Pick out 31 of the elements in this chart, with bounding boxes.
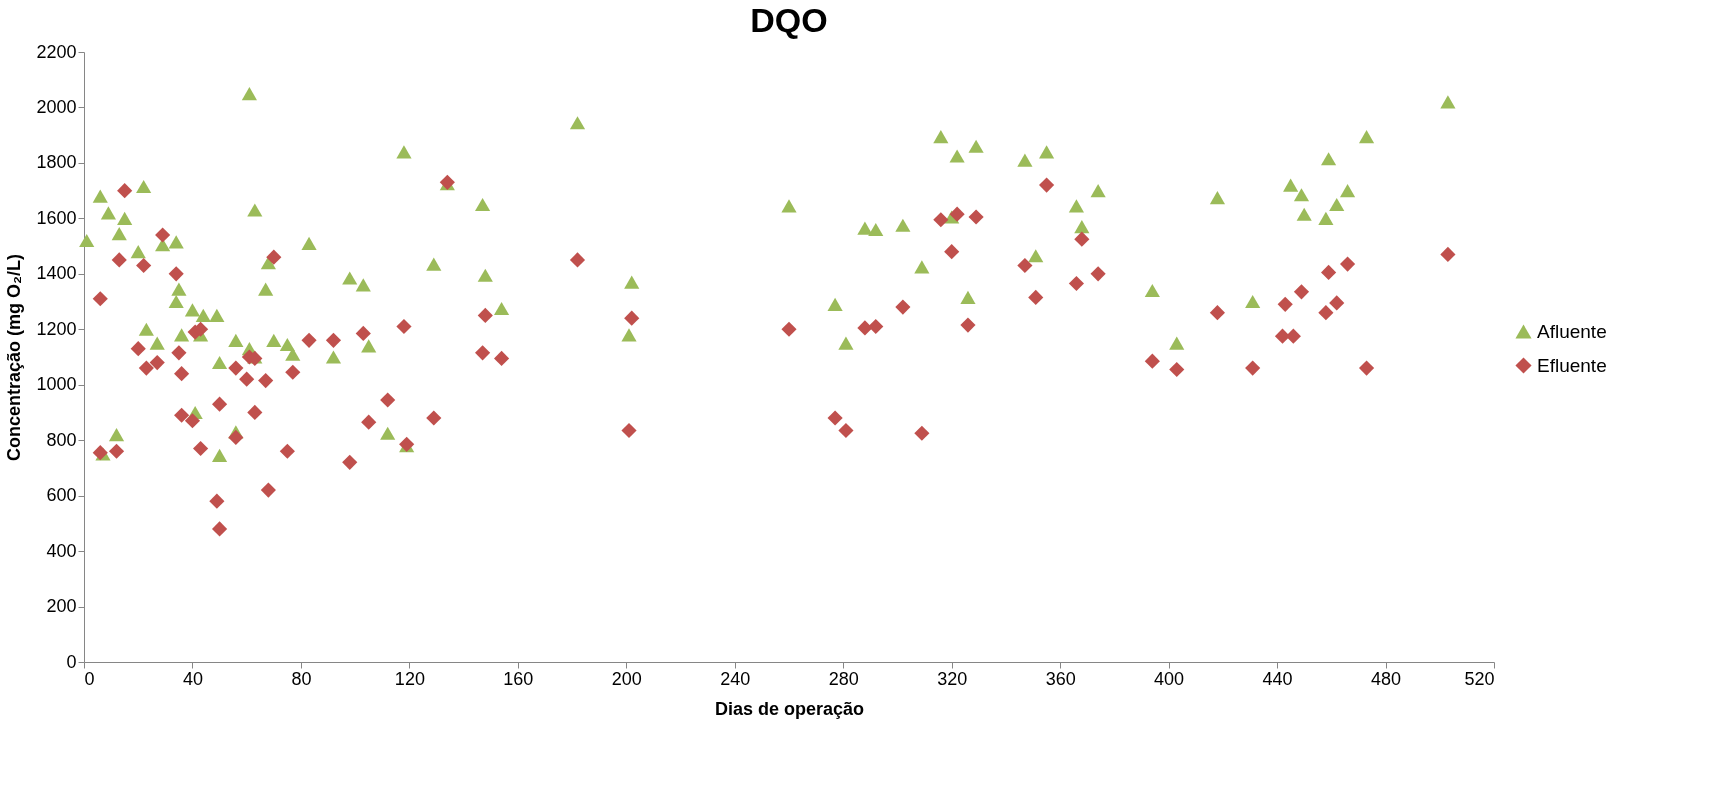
x-tick-label: 200 bbox=[611, 668, 642, 689]
y-axis-title: Concentração (mg O₂/L) bbox=[4, 253, 25, 462]
x-tick-label: 520 bbox=[1464, 668, 1495, 689]
y-tick-label: 1400 bbox=[36, 263, 77, 284]
legend-label: Efluente bbox=[1537, 354, 1607, 376]
x-tick-label: 80 bbox=[291, 668, 312, 689]
x-tick-label: 440 bbox=[1262, 668, 1293, 689]
y-tick-label: 600 bbox=[46, 485, 77, 506]
chart-title: DQO bbox=[750, 1, 828, 39]
x-tick-label: 280 bbox=[828, 668, 859, 689]
x-tick-label: 240 bbox=[720, 668, 751, 689]
x-tick-label: 320 bbox=[937, 668, 968, 689]
y-tick-label: 1600 bbox=[36, 207, 77, 228]
y-tick-label: 1200 bbox=[36, 318, 77, 339]
y-tick-label: 800 bbox=[46, 429, 77, 450]
x-tick-label: 400 bbox=[1154, 668, 1185, 689]
y-tick-label: 2200 bbox=[36, 41, 77, 62]
y-tick-label: 1000 bbox=[36, 374, 77, 395]
x-tick-label: 0 bbox=[84, 668, 95, 689]
y-tick-label: 200 bbox=[46, 596, 77, 617]
x-tick-label: 160 bbox=[503, 668, 534, 689]
x-axis-title: Dias de operação bbox=[714, 698, 865, 719]
x-tick-label: 40 bbox=[182, 668, 203, 689]
x-tick-label: 360 bbox=[1045, 668, 1076, 689]
y-tick-label: 400 bbox=[46, 540, 77, 561]
legend-label: Afluente bbox=[1537, 320, 1607, 342]
x-tick-label: 120 bbox=[394, 668, 425, 689]
y-tick-label: 1800 bbox=[36, 152, 77, 173]
y-tick-label: 2000 bbox=[36, 96, 77, 117]
y-tick-label: 0 bbox=[66, 651, 77, 672]
x-tick-label: 480 bbox=[1371, 668, 1402, 689]
